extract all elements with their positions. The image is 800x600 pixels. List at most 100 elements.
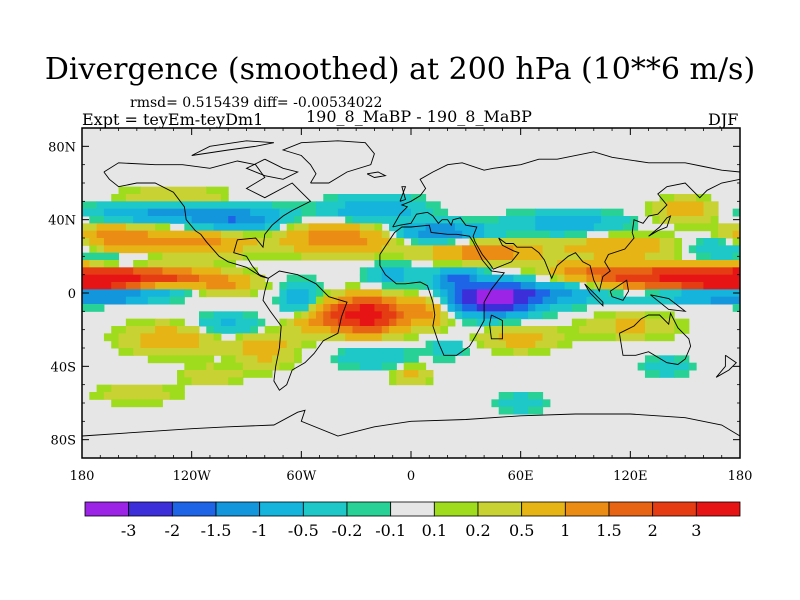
field-cell (352, 296, 383, 305)
y-tick-label: 40S (51, 360, 76, 375)
field-cell (279, 216, 295, 224)
field-cell (535, 223, 595, 232)
field-cell (133, 348, 244, 356)
field-cell (454, 304, 463, 312)
field-cell (447, 304, 456, 312)
field-cell (381, 274, 405, 283)
field-cell (579, 326, 617, 334)
field-cell (103, 260, 120, 268)
field-cell (294, 348, 302, 356)
field-cell (308, 318, 324, 327)
field-cell (411, 318, 441, 327)
field-cell (140, 340, 200, 349)
field-cell (279, 304, 310, 312)
field-cell (198, 274, 229, 283)
field-cell (191, 216, 229, 224)
field-cell (337, 318, 361, 327)
field-cell (601, 282, 624, 290)
field-cell (447, 289, 456, 298)
field-cell (235, 318, 258, 327)
field-cell (286, 274, 317, 283)
field-cell (242, 245, 295, 254)
field-cell (403, 230, 419, 239)
field-cell (118, 340, 141, 349)
field-cell (418, 230, 463, 239)
field-cell (608, 289, 624, 298)
field-cell (484, 230, 507, 239)
field-cell (140, 289, 171, 298)
field-cell (337, 194, 412, 202)
field-cell (652, 201, 668, 210)
field-cell (264, 282, 273, 290)
field-cell (549, 304, 573, 312)
field-cell (549, 267, 566, 276)
field-cell (103, 392, 171, 400)
field-cell (147, 230, 222, 239)
field-cell (644, 252, 675, 261)
field-cell (593, 282, 602, 290)
field-cell (257, 238, 280, 246)
field-cell (432, 289, 441, 298)
y-tick-label: 80S (51, 434, 76, 449)
field-cell (601, 216, 631, 224)
field-cell (140, 282, 156, 290)
coastline (245, 158, 299, 180)
field-cell (213, 362, 244, 371)
field-cell (432, 245, 463, 254)
field-cell (315, 296, 324, 305)
colorbar-swatch (652, 501, 697, 517)
colorbar-label: -2 (165, 521, 181, 540)
field-cell (242, 311, 258, 320)
field-cell (389, 238, 397, 246)
field-cell (345, 282, 361, 290)
field-cell (381, 311, 397, 320)
field-cell (220, 194, 229, 202)
field-cell (213, 326, 251, 334)
field-cell (440, 318, 449, 327)
field-cell (513, 296, 529, 305)
field-cell (279, 318, 288, 327)
coastline (648, 215, 672, 237)
field-cell (198, 311, 215, 320)
field-cell (206, 282, 237, 290)
x-tick-label: 180 (728, 469, 753, 484)
field-cell (315, 208, 339, 217)
field-cell (440, 326, 449, 334)
field-cell (125, 326, 156, 334)
field-cell (447, 238, 456, 246)
colorbar-label: 0.5 (509, 521, 534, 540)
x-tick-label: 60E (508, 469, 534, 484)
field-cell (674, 318, 690, 327)
field-cell (206, 326, 215, 334)
field-cell (396, 318, 412, 327)
field-cell (571, 318, 587, 327)
field-cell (674, 355, 690, 364)
field-cell (147, 260, 215, 268)
field-cell (184, 370, 244, 378)
field-cell (491, 326, 558, 334)
field-cell (491, 348, 514, 356)
field-cell (96, 384, 112, 393)
field-cell (367, 238, 390, 246)
field-cell (242, 230, 273, 239)
field-cell (82, 282, 112, 290)
field-cell (696, 252, 712, 261)
field-cell (206, 289, 251, 298)
field-cell (615, 333, 646, 342)
field-cell (396, 296, 427, 305)
field-cell (198, 318, 222, 327)
field-cell (279, 362, 295, 371)
field-cell (703, 282, 740, 290)
field-cell (396, 311, 405, 320)
field-cell (666, 208, 704, 217)
field-cell (294, 311, 302, 320)
field-cell (323, 289, 332, 298)
colorbar-label: 1 (560, 521, 570, 540)
field-cell (381, 296, 397, 305)
field-cell (557, 260, 740, 268)
colorbar-swatch (84, 501, 130, 517)
field-cell (286, 340, 302, 349)
field-cell (359, 267, 368, 276)
field-cell (250, 274, 266, 283)
field-cell (535, 208, 602, 217)
